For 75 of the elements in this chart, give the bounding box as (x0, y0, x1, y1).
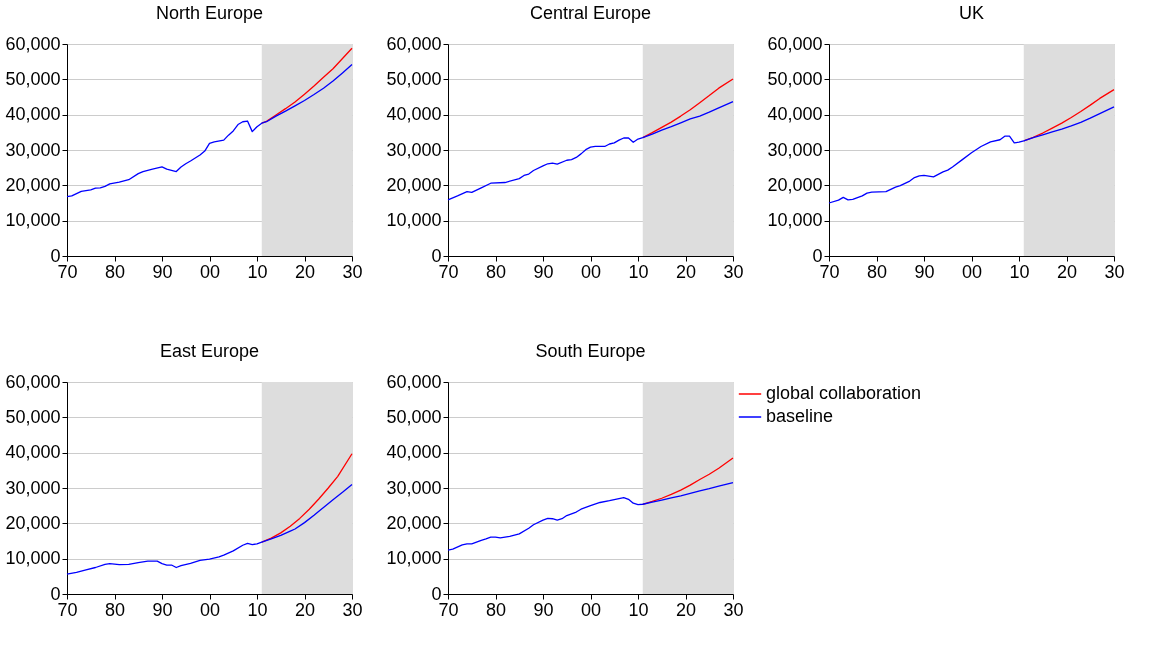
x-tick-label: 00 (580, 261, 602, 282)
y-tick-label: 10,000 (386, 548, 442, 569)
y-tick-label: 50,000 (767, 68, 823, 89)
line-series (1023, 88, 1115, 142)
x-tick-label: 90 (914, 261, 935, 282)
y-tick-label: 30,000 (386, 477, 442, 498)
y-tick-label: 30,000 (5, 139, 61, 160)
x-tick-label: 20 (294, 599, 316, 620)
x-tick-label: 30 (1104, 261, 1125, 282)
y-tick-label: 10,000 (5, 548, 61, 569)
chart-title: South Europe (535, 341, 646, 361)
y-tick-label: 20,000 (767, 174, 823, 195)
y-tick-label: 60,000 (386, 371, 442, 392)
y-tick-label: 50,000 (386, 406, 442, 427)
line-series (66, 63, 353, 198)
x-tick-label: 80 (485, 261, 507, 282)
y-tick-label: 40,000 (386, 442, 442, 463)
y-tick-label: 40,000 (767, 104, 823, 125)
x-tick-label: 80 (485, 599, 507, 620)
y-tick-label: 60,000 (5, 33, 61, 54)
x-tick-label: 30 (723, 261, 744, 282)
chart-title: UK (958, 3, 985, 23)
line-series (447, 482, 734, 551)
x-tick-label: 90 (533, 261, 554, 282)
y-tick-label: 40,000 (5, 442, 61, 463)
y-tick-label: 30,000 (386, 139, 442, 160)
y-tick-label: 60,000 (386, 33, 442, 54)
legend-label: baseline (766, 406, 834, 426)
x-tick-label: 80 (104, 261, 126, 282)
x-tick-label: 90 (533, 599, 554, 620)
y-tick-label: 10,000 (767, 210, 823, 231)
y-tick-label: 40,000 (5, 104, 61, 125)
x-tick-label: 10 (247, 599, 268, 620)
x-tick-label: 20 (675, 599, 697, 620)
line-series (642, 78, 734, 139)
y-tick-label: 20,000 (5, 174, 61, 195)
y-tick-label: 30,000 (767, 139, 823, 160)
x-tick-label: 10 (1009, 261, 1030, 282)
x-tick-label: 30 (723, 599, 744, 620)
x-tick-label: 20 (294, 261, 316, 282)
y-tick-label: 20,000 (386, 512, 442, 533)
y-tick-label: 60,000 (5, 371, 61, 392)
x-tick-label: 10 (628, 261, 649, 282)
chart-title: Central Europe (529, 3, 652, 23)
x-tick-label: 10 (628, 599, 649, 620)
y-tick-label: 20,000 (5, 512, 61, 533)
x-tick-label: 20 (675, 261, 697, 282)
y-tick-label: 20,000 (386, 174, 442, 195)
legend-label: global collaboration (766, 383, 922, 403)
x-tick-label: 80 (104, 599, 126, 620)
x-tick-label: 10 (247, 261, 268, 282)
y-tick-label: 50,000 (386, 68, 442, 89)
x-tick-label: 80 (866, 261, 888, 282)
x-tick-label: 90 (152, 261, 173, 282)
y-tick-label: 10,000 (5, 210, 61, 231)
x-tick-label: 00 (199, 261, 221, 282)
chart-title: North Europe (155, 3, 264, 23)
line-series (261, 47, 353, 124)
x-tick-label: 30 (342, 261, 363, 282)
x-tick-label: 30 (342, 599, 363, 620)
x-tick-label: 00 (580, 599, 602, 620)
x-tick-label: 00 (199, 599, 221, 620)
x-tick-label: 20 (1056, 261, 1078, 282)
y-tick-label: 30,000 (5, 477, 61, 498)
line-series (447, 100, 734, 201)
y-tick-label: 50,000 (5, 68, 61, 89)
y-tick-label: 10,000 (386, 210, 442, 231)
y-tick-label: 40,000 (386, 104, 442, 125)
x-tick-label: 00 (961, 261, 983, 282)
x-tick-label: 90 (152, 599, 173, 620)
line-series (828, 106, 1115, 204)
y-tick-label: 60,000 (767, 33, 823, 54)
chart-title: East Europe (159, 341, 260, 361)
y-tick-label: 50,000 (5, 406, 61, 427)
line-series (66, 483, 353, 575)
